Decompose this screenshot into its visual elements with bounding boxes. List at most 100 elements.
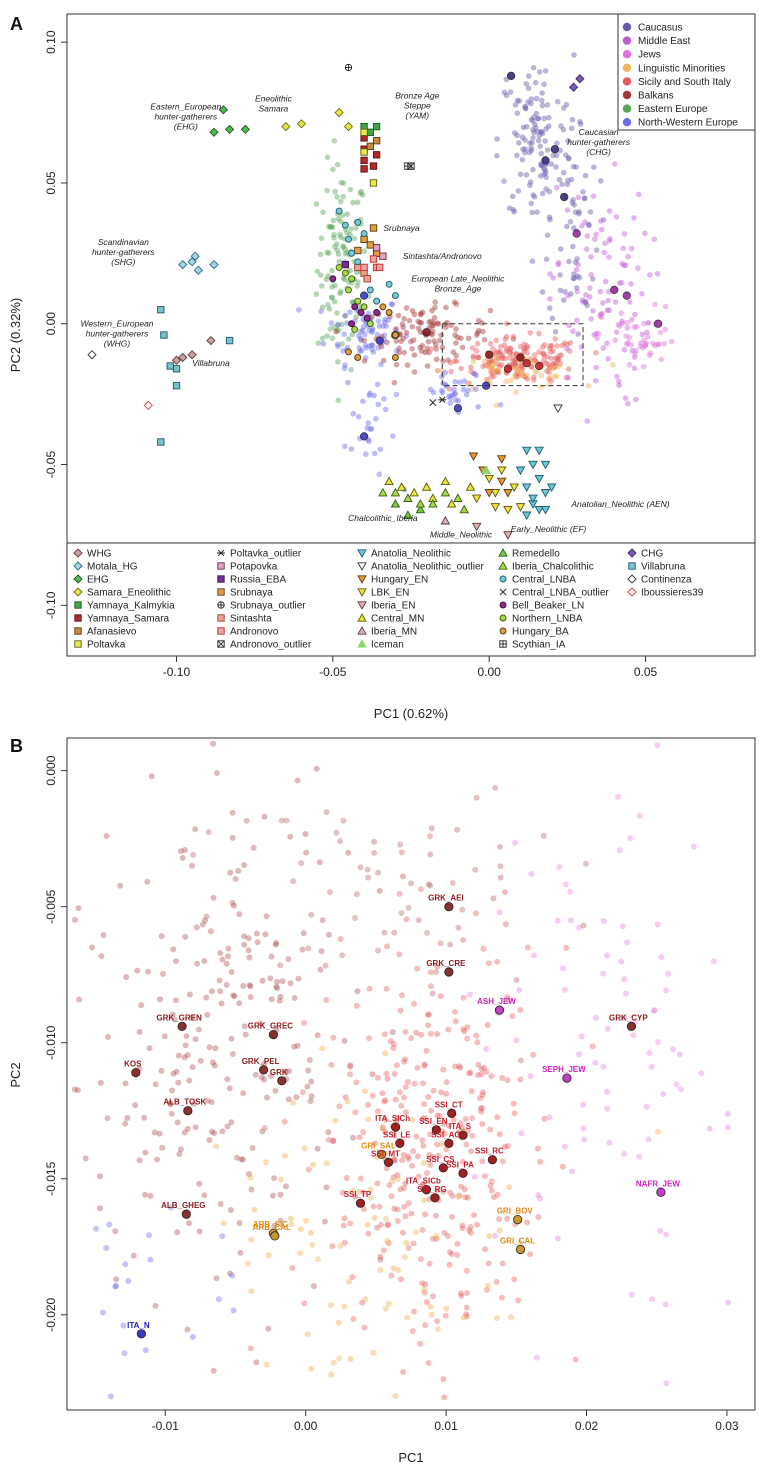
b-x-tick-2: 0.01 xyxy=(434,1419,458,1433)
legend-dot-3 xyxy=(622,63,632,72)
pop-label-0: GRK_AEI xyxy=(428,894,464,903)
ancient-legend-label: Srubnaya xyxy=(230,588,273,599)
pop-point-7 xyxy=(277,1076,287,1086)
annotation-1: Eneolithic Samara xyxy=(255,93,293,113)
ancient-legend-label: Central_MN xyxy=(371,614,424,625)
pop-label-21: SSI_PA xyxy=(446,1160,474,1169)
ancient-legend-label: WHG xyxy=(87,549,112,560)
ancient-legend-label: EHG xyxy=(87,575,109,586)
pop-point-8 xyxy=(131,1068,141,1078)
legend-label-6: Eastern Europe xyxy=(638,104,708,115)
annotation-12: Middle_Neolithic xyxy=(430,530,493,540)
annotation-0: Eastern_European hunter-gatherers (EHG) xyxy=(150,102,221,132)
ancient-legend-label: Afanasievo xyxy=(87,627,137,638)
pop-label-14: ITA_S xyxy=(449,1122,472,1131)
pop-label-28: ARB_CAL xyxy=(253,1223,291,1232)
legend-label-4: Sicily and South Italy xyxy=(638,77,731,88)
ancient-legend-label: CHG xyxy=(641,549,663,560)
pop-point-9 xyxy=(562,1073,572,1083)
panel-a-population-legend: Caucasus Middle East Jews Linguistic Minori… xyxy=(617,13,756,131)
legend-label-3: Linguistic Minorities xyxy=(638,63,725,74)
b-y-tick-1: -0.005 xyxy=(44,889,58,923)
a-y-tick-2: 0.00 xyxy=(44,312,58,336)
ancient-legend-label: Andronovo_outlier xyxy=(230,640,312,651)
panel-a-ancient-legend: WHG Motala_HG EHG Samara_Eneolithic Yamnaya_… xyxy=(67,542,755,651)
ancient-legend-label: Andronovo xyxy=(230,627,279,638)
legend-label-5: Balkans xyxy=(638,91,674,102)
ancient-legend-label: Remedello xyxy=(512,549,560,560)
a-y-tick-0: -0.10 xyxy=(44,591,58,619)
annotation-11: Chalcolithic_Iberia xyxy=(348,513,418,523)
ancient-legend-label: Central_LNBA xyxy=(512,575,576,586)
panel-a-plot-frame xyxy=(66,13,756,657)
a-x-tick-2: 0.00 xyxy=(478,665,502,679)
pop-label-19: SSI_CS xyxy=(426,1155,455,1164)
pop-label-27: ARB_SIC xyxy=(253,1220,288,1229)
panel-b-labeled-populations: GRK_AEI GRK_CRE ASH_JEW GRK_CYP GRK_GREN GRK_… xyxy=(124,894,680,1339)
b-x-tick-3: 0.02 xyxy=(575,1419,599,1433)
ancient-legend-label: Iceman xyxy=(371,640,404,651)
ancient-legend-label: Hungary_BA xyxy=(512,627,569,638)
ancient-legend-label: Srubnaya_outlier xyxy=(230,601,306,612)
panel-b-chart: GRK_AEI GRK_CRE ASH_JEW GRK_CYP GRK_GREN GRK_… xyxy=(8,737,756,1465)
pop-label-25: SSI_RG xyxy=(417,1185,446,1194)
pop-point-3 xyxy=(626,1021,637,1032)
panel-a-x-axis-title: PC1 (0.62%) xyxy=(374,706,448,721)
annotation-4: Srubnaya xyxy=(383,223,420,233)
pop-label-10: ALB_TOSK xyxy=(163,1098,206,1107)
legend-dot-0 xyxy=(622,22,632,32)
panel-b-axes: -0.01 0.00 0.01 0.02 0.03 0.000 -0.005 -0.010 -0… xyxy=(44,755,739,1433)
ancient-legend-label: Anatolia_Neolithic_outlier xyxy=(371,562,485,573)
annotation-13: Early_Neolithic (EF) xyxy=(511,524,587,534)
pop-label-23: ITA_SICb xyxy=(406,1177,441,1186)
pop-point-15 xyxy=(395,1138,405,1149)
b-x-tick-4: 0.03 xyxy=(715,1419,739,1433)
pop-label-1: GRK_CRE xyxy=(426,959,466,968)
ancient-legend-label: Continenza xyxy=(641,575,692,586)
ancient-legend-label: Northern_LNBA xyxy=(512,614,583,625)
annotation-7: European Late_Neolithic Bronze_Age xyxy=(411,274,505,294)
panel-a-axes: -0.10 -0.05 0.00 0.05 -0.10 -0.05 0.00 0.05 0.10 xyxy=(44,30,658,679)
annotation-6: Scandinavian hunter-gatherers (SHG) xyxy=(92,237,155,267)
pop-point-0 xyxy=(444,902,454,912)
a-x-tick-3: 0.05 xyxy=(634,665,658,679)
ancient-legend-label: Motala_HG xyxy=(87,562,138,573)
b-y-tick-0: 0.000 xyxy=(44,755,58,785)
ancient-legend-label: Anatolia_Neolithic xyxy=(371,549,451,560)
pop-point-31 xyxy=(136,1329,146,1339)
ancient-legend-label: Yamnaya_Samara xyxy=(87,614,170,625)
ancient-legend-label: Villabruna xyxy=(641,562,686,573)
pop-label-29: GRI_BOV xyxy=(497,1207,534,1216)
pop-point-4 xyxy=(177,1021,187,1032)
pop-label-31: ITA_N xyxy=(127,1321,150,1330)
panel-b-letter: B xyxy=(10,736,23,756)
pop-point-17 xyxy=(376,1149,387,1159)
ancient-legend-label: Iberia_MN xyxy=(371,627,417,638)
ancient-legend-label: LBK_EN xyxy=(371,588,409,599)
ancient-legend-label: Sintashta xyxy=(230,614,272,625)
b-x-tick-0: -0.01 xyxy=(152,1419,180,1433)
panel-b-y-axis-title: PC2 xyxy=(8,1062,23,1087)
pop-point-10 xyxy=(183,1106,193,1116)
legend-dot-6 xyxy=(622,104,632,113)
ancient-legend-label: Iboussieres39 xyxy=(641,588,704,599)
ancient-legend-label: Bell_Beaker_LN xyxy=(512,601,584,612)
panel-a-chart: Eastern_European hunter-gatherers (EHG) Ene… xyxy=(8,13,756,721)
pop-point-21 xyxy=(458,1168,468,1178)
pop-label-9: SEPH_JEW xyxy=(542,1065,586,1074)
pop-point-23 xyxy=(421,1185,431,1195)
ancient-legend-label: Central_LNBA_outlier xyxy=(512,588,609,599)
annotation-5: Sintashta/Andronovo xyxy=(403,251,482,261)
annotation-8: Western_European hunter-gatherers (WHG) xyxy=(80,319,153,349)
pop-label-6: GRK_PEL xyxy=(242,1057,280,1066)
pop-point-26 xyxy=(181,1209,191,1219)
pop-label-8: KOS xyxy=(124,1060,142,1069)
b-x-tick-1: 0.00 xyxy=(294,1419,318,1433)
annotation-9: Villabruna xyxy=(192,358,230,368)
legend-label-7: North-Western Europe xyxy=(638,118,738,129)
legend-dot-4 xyxy=(622,77,632,86)
a-x-tick-0: -0.10 xyxy=(163,665,191,679)
panel-a-letter: A xyxy=(10,14,23,34)
pop-label-16: SSI_AG xyxy=(431,1130,460,1139)
pop-point-24 xyxy=(355,1198,366,1208)
